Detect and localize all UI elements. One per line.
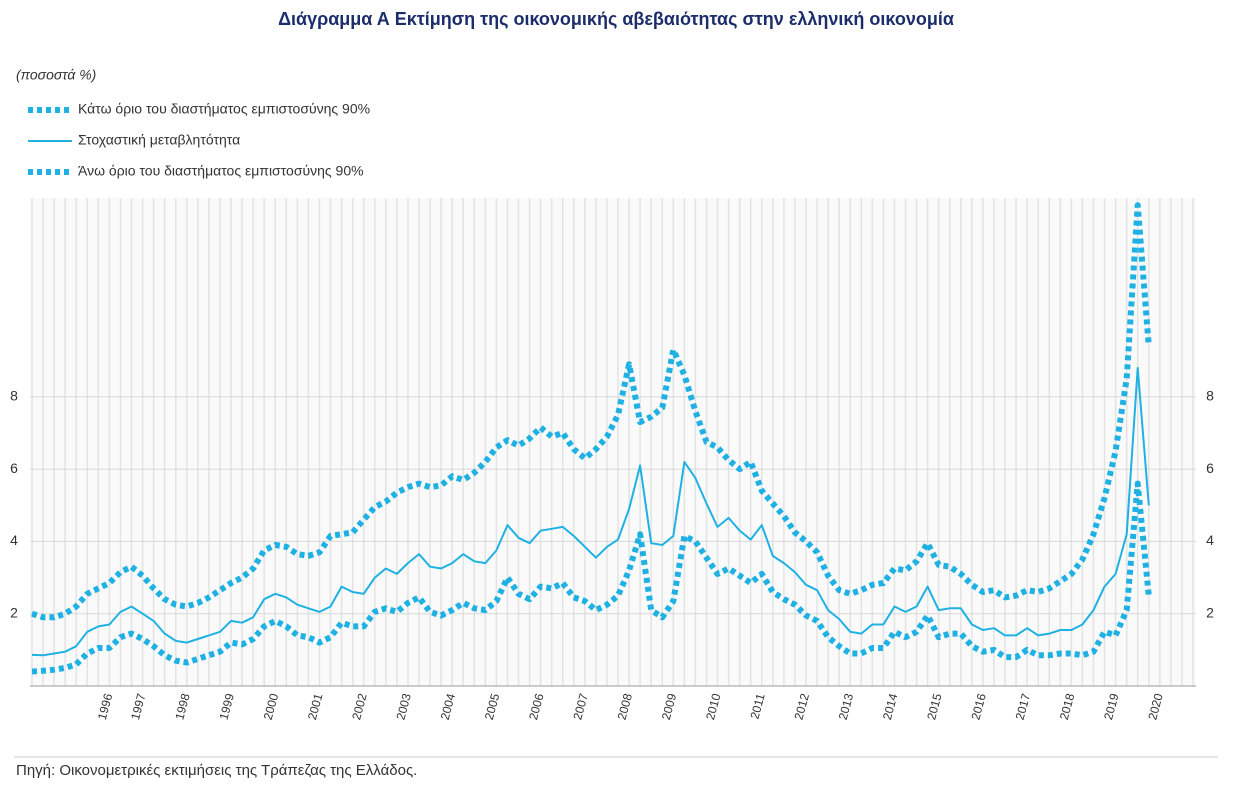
x-tick-label: 2003 [393,692,414,722]
x-tick-label: 2006 [526,692,547,722]
x-tick-label: 2015 [924,692,945,722]
x-tick-label: 2008 [615,692,636,722]
y-tick-label-right: 6 [1206,460,1214,476]
legend-label: Κάτω όριο του διαστήματος εμπιστοσύνης 9… [78,101,370,117]
plot-area [30,198,1196,686]
x-tick-label: 2012 [792,692,813,722]
x-tick-label: 2016 [968,692,989,722]
y-tick-label: 2 [10,604,18,620]
series-line [31,480,1152,675]
x-tick-label: 1997 [128,692,149,722]
chart-title: Διάγραμμα Α Εκτίμηση της οικονομικής αβε… [278,9,954,29]
y-axis-label: (ποσοστά %) [16,67,96,83]
x-tick-label: 2013 [836,692,857,722]
y-tick-label-right: 4 [1206,532,1214,548]
x-tick-label: 1996 [95,692,116,722]
x-tick-label: 2002 [349,692,370,722]
x-tick-label: 2014 [880,692,901,722]
y-tick-label: 8 [10,388,18,404]
x-tick-label: 2020 [1145,692,1166,722]
y-tick-label: 4 [10,532,18,548]
x-tick-label: 2009 [659,692,680,722]
y-tick-label-right: 2 [1206,604,1214,620]
x-tick-label: 1998 [172,692,193,722]
x-tick-label: 2019 [1101,692,1122,722]
x-tick-label: 2018 [1057,692,1078,722]
legend-label: Στοχαστική μεταβλητότητα [78,132,240,148]
legend-label: Άνω όριο του διαστήματος εμπιστοσύνης 90… [78,163,364,179]
x-tick-label: 2017 [1013,692,1034,722]
x-tick-label: 2004 [438,692,459,722]
x-tick-label: 2011 [748,692,768,721]
series-line [31,202,1152,621]
series-line [31,366,1150,657]
x-tick-label: 2000 [261,692,282,722]
y-tick-label: 6 [10,460,18,476]
x-tick-label: 2007 [570,692,591,722]
source-note: Πηγή: Οικονομετρικές εκτιμήσεις της Τράπ… [16,762,417,779]
x-tick-label: 2001 [305,692,326,722]
x-tick-label: 2005 [482,692,503,722]
x-tick-label: 2010 [703,692,724,722]
y-tick-label-right: 8 [1206,388,1214,404]
x-tick-label: 1999 [217,692,238,722]
